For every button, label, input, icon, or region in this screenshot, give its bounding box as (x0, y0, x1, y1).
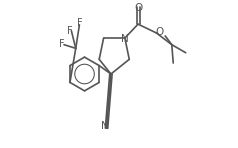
Text: N: N (121, 34, 129, 44)
Text: O: O (134, 3, 142, 13)
Text: F: F (60, 39, 65, 49)
Text: O: O (155, 27, 163, 37)
Text: N: N (101, 121, 109, 131)
Text: F: F (77, 18, 82, 28)
Text: F: F (67, 26, 73, 36)
